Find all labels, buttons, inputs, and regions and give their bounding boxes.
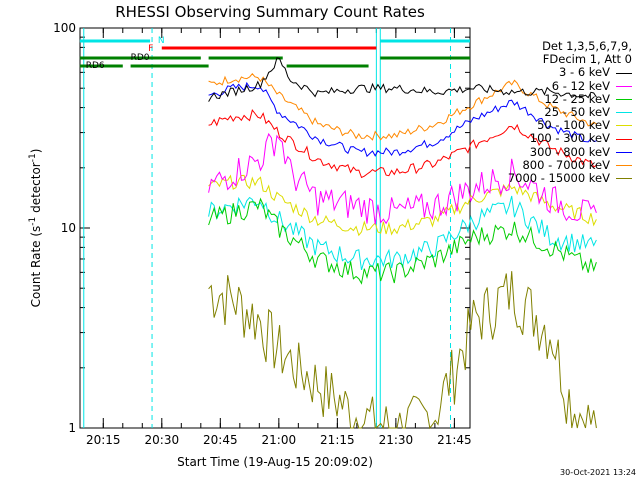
- y-axis-label-part: detector: [29, 162, 43, 217]
- legend-entry: 3 - 6 keV: [508, 66, 632, 79]
- legend-entry: 300 - 800 keV: [508, 145, 632, 159]
- plot-frame: [79, 27, 471, 429]
- legend-swatch: [616, 178, 632, 180]
- legend-entry: 100 - 300 keV: [508, 132, 632, 145]
- state-label-n: N: [158, 36, 165, 46]
- state-label-f: F: [148, 44, 153, 54]
- chart-legend: Det 1,3,5,6,7,9, FDecim 1, Att 0 3 - 6 k…: [508, 39, 632, 185]
- legend-header-line-1: Det 1,3,5,6,7,9,: [542, 39, 632, 53]
- series-line-6-12-kev: [208, 132, 597, 225]
- series-line-50-100-kev: [208, 174, 597, 237]
- y-axis-label-part: -1: [28, 153, 38, 162]
- legend-entry: 25 - 50 keV: [508, 105, 632, 119]
- series-line-12-25-kev: [208, 197, 597, 285]
- legend-entry: 50 - 100 keV: [508, 119, 632, 132]
- x-tick-label: 20:30: [145, 433, 180, 447]
- x-tick-label: 21:30: [379, 433, 414, 447]
- x-axis-label: Start Time (19-Aug-15 20:09:02): [177, 455, 373, 469]
- legend-swatch: [616, 85, 632, 87]
- y-axis-label-part: Count Rate (s: [29, 226, 43, 308]
- legend-entry: 800 - 7000 keV: [508, 158, 632, 172]
- legend-entry: 6 - 12 keV: [508, 79, 632, 93]
- x-tick-label: 21:00: [262, 433, 297, 447]
- y-tick-label: 10: [61, 221, 76, 235]
- y-tick-label: 100: [53, 21, 76, 35]
- legend-swatch: [616, 164, 632, 166]
- legend-swatch: [616, 112, 632, 114]
- legend-entry: 12 - 25 keV: [508, 92, 632, 106]
- y-axis-label-part: -1: [28, 217, 38, 226]
- legend-swatch: [616, 98, 632, 100]
- series-line-800-7000-kev: [208, 73, 597, 141]
- x-tick-label: 21:45: [437, 433, 472, 447]
- state-label-rd0: RD0: [131, 53, 150, 63]
- y-axis-label: Count Rate (s-1 detector-1): [28, 149, 43, 308]
- state-label-rd6: RD6: [86, 61, 105, 71]
- series-line-25-50-kev: [208, 195, 597, 271]
- generation-timestamp: 30-Oct-2021 13:24: [560, 468, 636, 477]
- legend-swatch: [616, 125, 632, 127]
- legend-header-line-2: FDecim 1, Att 0: [542, 52, 632, 67]
- y-axis-label-part: ): [29, 149, 43, 154]
- chart-title: RHESSI Observing Summary Count Rates: [115, 3, 425, 21]
- legend-entry: 7000 - 15000 keV: [508, 171, 632, 185]
- legend-swatch: [616, 151, 632, 153]
- series-line-7000-15000-kev: [208, 271, 597, 430]
- legend-swatch: [616, 138, 632, 140]
- series-line-100-300-kev: [208, 109, 597, 179]
- x-tick-label: 21:15: [320, 433, 355, 447]
- series-line-3-6-kev: [208, 57, 597, 102]
- series-line-300-800-kev: [208, 81, 597, 158]
- legend-swatch: [616, 72, 632, 74]
- x-tick-label: 20:15: [86, 433, 121, 447]
- x-tick-label: 20:45: [203, 433, 238, 447]
- y-tick-label: 1: [68, 421, 76, 435]
